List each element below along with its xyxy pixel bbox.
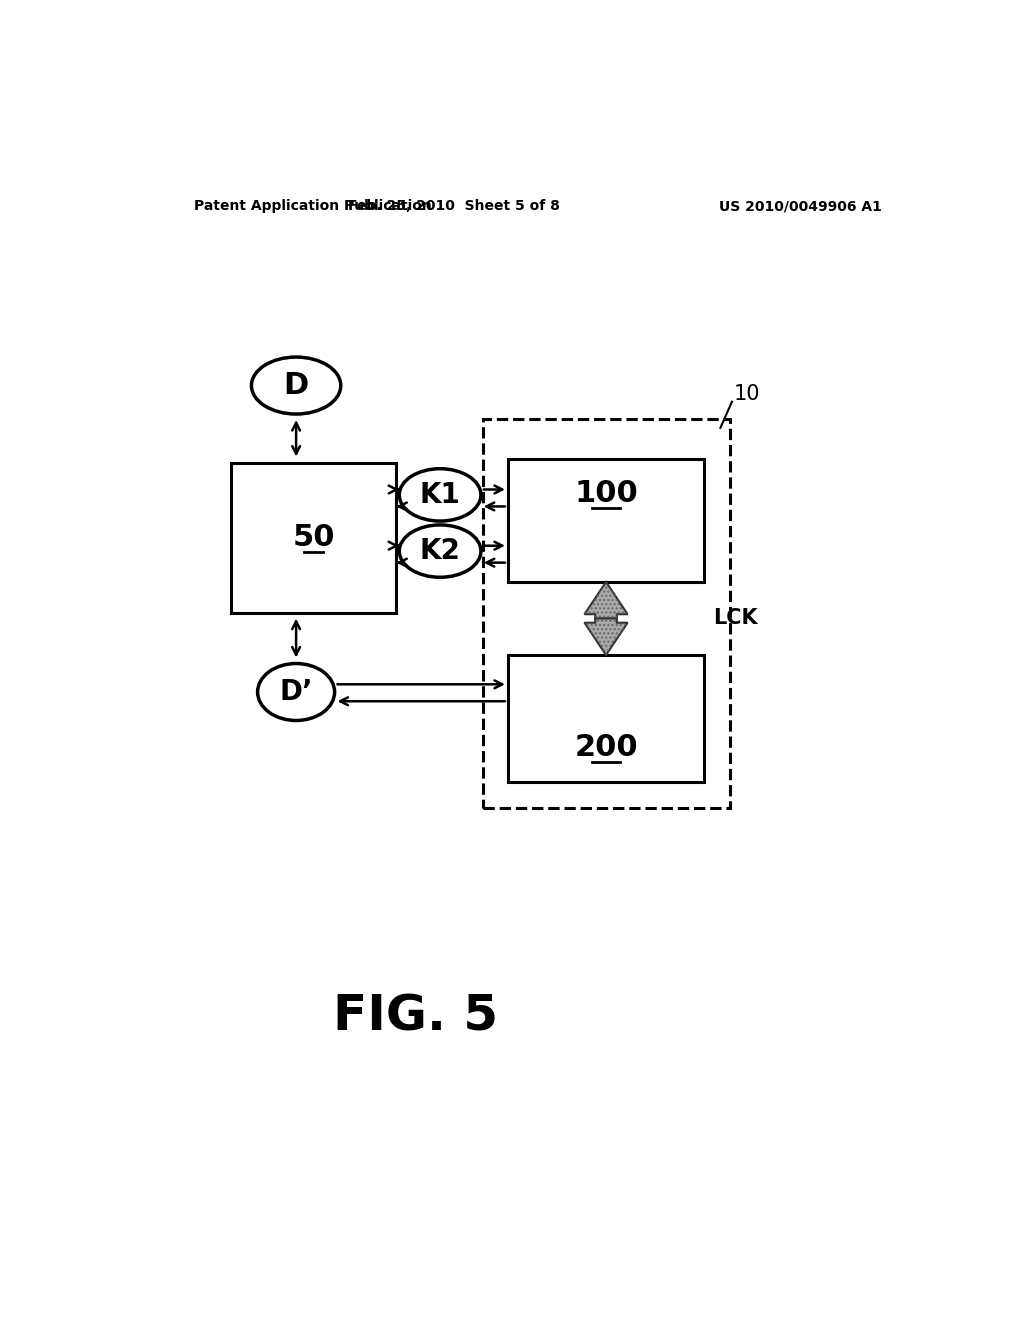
Text: Feb. 25, 2010  Sheet 5 of 8: Feb. 25, 2010 Sheet 5 of 8 bbox=[348, 199, 560, 213]
Ellipse shape bbox=[399, 525, 481, 577]
Bar bbox=[230, 462, 396, 612]
Text: FIG. 5: FIG. 5 bbox=[333, 993, 498, 1041]
Text: 100: 100 bbox=[574, 479, 638, 508]
Ellipse shape bbox=[252, 358, 341, 414]
Ellipse shape bbox=[399, 469, 481, 521]
Text: Patent Application Publication: Patent Application Publication bbox=[194, 199, 431, 213]
Bar bbox=[483, 418, 730, 808]
Text: LCK: LCK bbox=[714, 609, 758, 628]
Bar bbox=[508, 655, 705, 781]
FancyArrow shape bbox=[585, 582, 628, 619]
Text: 10: 10 bbox=[733, 384, 760, 404]
Text: US 2010/0049906 A1: US 2010/0049906 A1 bbox=[719, 199, 882, 213]
Text: K1: K1 bbox=[420, 480, 461, 510]
Text: K2: K2 bbox=[420, 537, 461, 565]
Text: 50: 50 bbox=[292, 523, 335, 552]
Bar bbox=[508, 459, 705, 582]
FancyArrow shape bbox=[585, 619, 628, 655]
Ellipse shape bbox=[258, 664, 335, 721]
Text: D’: D’ bbox=[280, 678, 313, 706]
Text: D: D bbox=[284, 371, 308, 400]
Text: 200: 200 bbox=[574, 733, 638, 762]
